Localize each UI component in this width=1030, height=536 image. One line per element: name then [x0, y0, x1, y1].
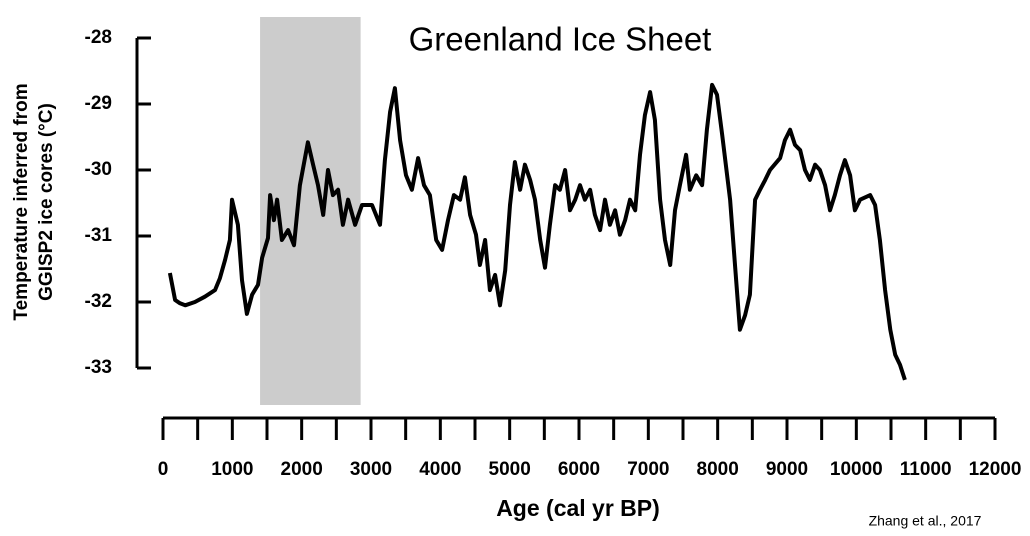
x-tick-label: 0 — [158, 459, 169, 480]
x-tick-label: 10000 — [830, 459, 883, 480]
data-line — [167, 82, 907, 381]
x-tick-label: 7000 — [627, 459, 669, 480]
x-tick-label: 9000 — [766, 459, 808, 480]
annotation: Zhang et al., 2017 — [869, 513, 982, 529]
y-axis-label: Temperature inferred from — [11, 83, 32, 320]
x-tick-label: 4000 — [419, 459, 461, 480]
y-tick-label: -30 — [85, 159, 112, 180]
x-tick-label: 1000 — [211, 459, 253, 480]
chart-title: Greenland Ice Sheet — [409, 21, 712, 58]
x-tick-label: 11000 — [900, 459, 952, 480]
x-tick-label: 2000 — [281, 459, 323, 480]
y-tick-label: -31 — [85, 225, 113, 246]
x-tick-label: 8000 — [697, 459, 739, 480]
y-axis-label: GGISP2 ice cores (°C) — [36, 103, 57, 301]
y-tick-label: -32 — [85, 291, 112, 312]
y-tick-label: -28 — [85, 27, 112, 48]
x-tick-label: 3000 — [350, 459, 392, 480]
x-tick-label: 12000 — [969, 459, 1022, 480]
y-tick-label: -33 — [85, 357, 112, 378]
x-tick-label: 5000 — [489, 459, 531, 480]
y-tick-label: -29 — [85, 93, 112, 114]
x-axis-label: Age (cal yr BP) — [496, 495, 660, 521]
x-tick-label: 6000 — [558, 459, 600, 480]
